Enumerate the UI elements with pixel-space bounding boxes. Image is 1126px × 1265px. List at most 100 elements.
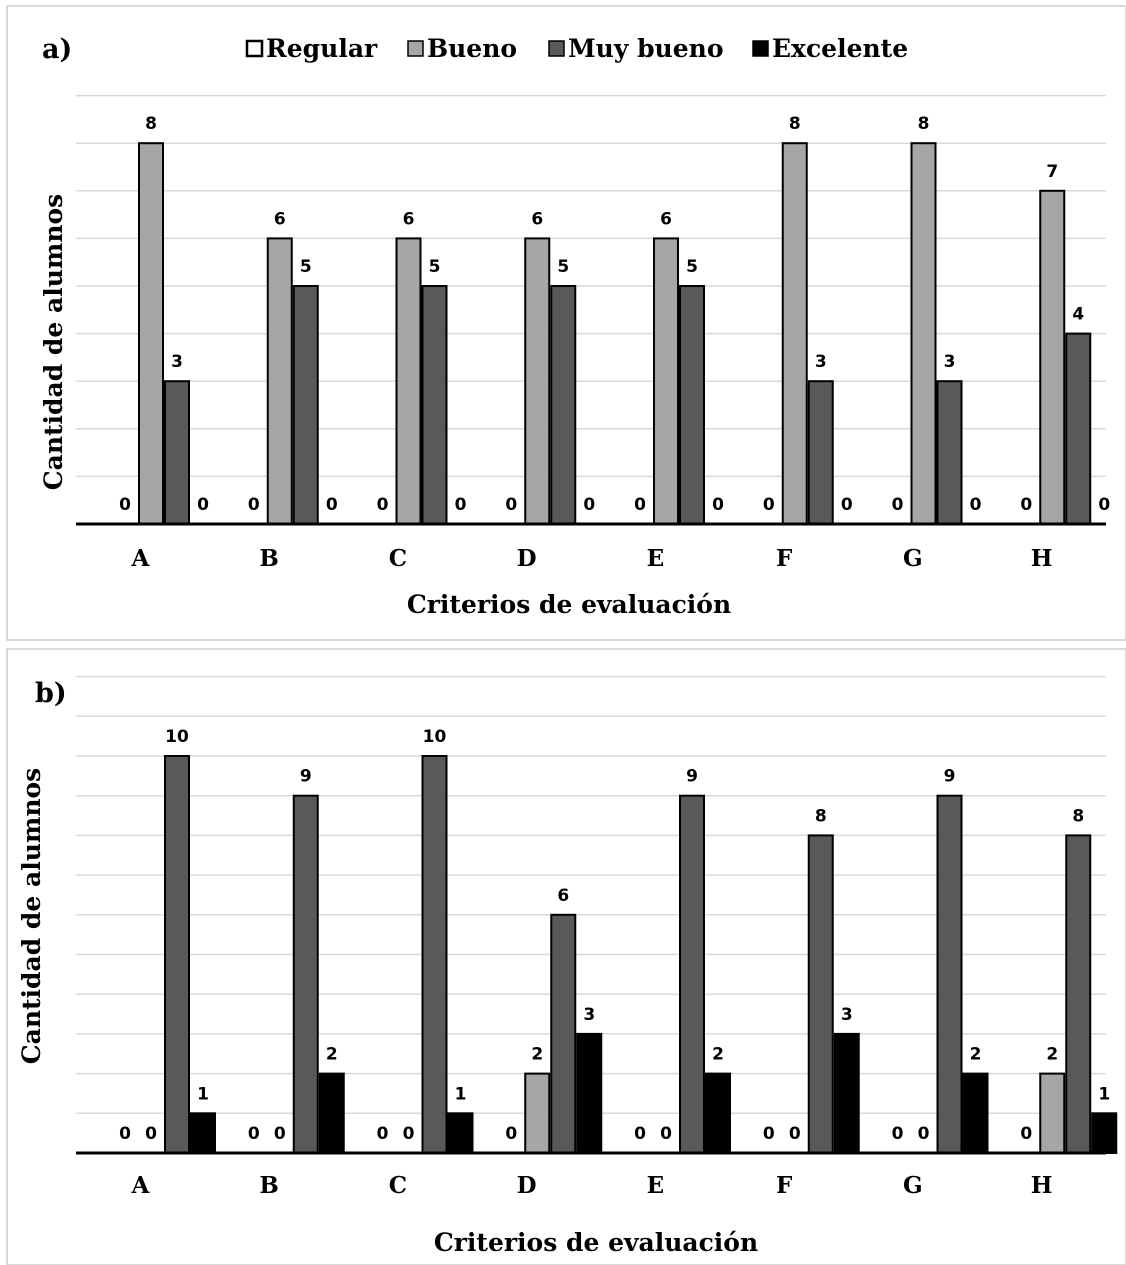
bar-muy-bueno-G [936, 380, 963, 526]
x-tick-label-B: B [259, 545, 278, 572]
data-label-bueno-C: 6 [403, 209, 415, 229]
data-label-muy-bueno-H: 8 [1072, 806, 1084, 826]
bar-excelente-B [318, 1072, 345, 1154]
data-label-bueno-F: 0 [789, 1124, 801, 1144]
data-label-excelente-B: 0 [326, 495, 338, 515]
legend-swatch-muy-bueno [548, 40, 565, 57]
legend-label-muy-bueno: Muy bueno [568, 34, 724, 63]
panel-b-y-axis-title: Cantidad de alumnos [17, 768, 46, 1065]
x-tick-label-H: H [1031, 545, 1053, 572]
data-label-regular-E: 0 [634, 495, 646, 515]
data-label-regular-B: 0 [248, 495, 260, 515]
bar-muy-bueno-E [679, 794, 705, 1154]
data-label-excelente-G: 0 [970, 495, 982, 515]
data-label-bueno-A: 0 [145, 1124, 157, 1144]
panel-a-label: a) [42, 34, 72, 65]
data-label-muy-bueno-F: 3 [815, 352, 827, 372]
data-label-excelente-A: 1 [197, 1084, 209, 1104]
data-label-excelente-D: 3 [583, 1005, 595, 1025]
bar-muy-bueno-D [550, 913, 577, 1154]
x-tick-label-H: H [1031, 1172, 1053, 1199]
x-tick-label-E: E [647, 1172, 665, 1199]
data-label-regular-H: 0 [1020, 1124, 1032, 1144]
legend-label-bueno: Bueno [427, 34, 517, 63]
bar-bueno-D [524, 1072, 551, 1154]
bar-muy-bueno-G [936, 794, 963, 1154]
bar-bueno-F [781, 142, 808, 525]
data-label-bueno-H: 2 [1046, 1045, 1058, 1065]
bar-bueno-H [1039, 1072, 1066, 1154]
bar-bueno-B [266, 237, 293, 525]
data-label-excelente-C: 1 [455, 1084, 467, 1104]
x-tick-label-B: B [259, 1172, 278, 1199]
data-label-muy-bueno-E: 5 [686, 257, 698, 277]
legend: Regular Bueno Muy bueno Excelente [245, 34, 908, 63]
bar-excelente-A [190, 1112, 216, 1155]
data-label-excelente-G: 2 [970, 1045, 982, 1065]
data-label-muy-bueno-C: 10 [423, 727, 447, 747]
data-label-muy-bueno-B: 9 [300, 767, 312, 787]
data-label-excelente-E: 0 [712, 495, 724, 515]
x-tick-label-F: F [776, 1172, 793, 1199]
data-label-excelente-C: 0 [455, 495, 467, 515]
bar-bueno-E [653, 237, 679, 525]
data-label-regular-E: 0 [634, 1124, 646, 1144]
data-label-regular-C: 0 [377, 495, 389, 515]
data-label-muy-bueno-A: 10 [165, 727, 189, 747]
bar-bueno-D [524, 237, 551, 525]
panel-b-x-axis-title: Criterios de evaluación [434, 1228, 758, 1257]
x-tick-label-A: A [130, 545, 150, 572]
data-label-regular-D: 0 [505, 495, 517, 515]
data-label-muy-bueno-D: 5 [557, 257, 569, 277]
bar-excelente-C [447, 1112, 474, 1155]
bar-bueno-G [910, 142, 937, 525]
data-label-bueno-E: 6 [660, 209, 672, 229]
data-label-muy-bueno-B: 5 [300, 257, 312, 277]
bar-muy-bueno-F [807, 834, 834, 1155]
data-label-muy-bueno-D: 6 [557, 886, 569, 906]
bar-muy-bueno-B [292, 285, 319, 525]
bar-bueno-H [1039, 189, 1066, 526]
legend-swatch-regular [245, 39, 264, 58]
x-tick-label-C: C [389, 1172, 407, 1199]
bar-bueno-C [395, 237, 422, 525]
data-label-muy-bueno-A: 3 [171, 352, 183, 372]
data-label-regular-C: 0 [377, 1124, 389, 1144]
data-label-muy-bueno-E: 9 [686, 767, 698, 787]
data-label-excelente-H: 0 [1098, 495, 1110, 515]
x-tick-label-E: E [647, 545, 665, 572]
bar-muy-bueno-F [807, 380, 834, 526]
x-tick-label-C: C [389, 545, 407, 572]
data-label-excelente-D: 0 [583, 495, 595, 515]
x-tick-label-D: D [517, 1172, 537, 1199]
data-label-muy-bueno-C: 5 [429, 257, 441, 277]
data-label-excelente-E: 2 [712, 1045, 724, 1065]
data-label-bueno-B: 0 [274, 1124, 286, 1144]
data-label-excelente-F: 3 [841, 1005, 853, 1025]
data-label-bueno-B: 6 [274, 209, 286, 229]
data-label-regular-A: 0 [119, 1124, 131, 1144]
bar-muy-bueno-E [679, 285, 705, 525]
data-label-regular-H: 0 [1020, 495, 1032, 515]
bar-muy-bueno-C [421, 285, 448, 525]
data-label-excelente-A: 0 [197, 495, 209, 515]
data-label-regular-F: 0 [763, 1124, 775, 1144]
bar-excelente-G [962, 1072, 989, 1154]
x-tick-label-F: F [776, 545, 793, 572]
bar-muy-bueno-C [421, 755, 448, 1154]
data-label-regular-B: 0 [248, 1124, 260, 1144]
data-label-regular-G: 0 [892, 495, 904, 515]
panel-a-plot: 0 8 3 0 A 0 6 5 0 B 0 6 5 0 C 0 6 5 0 D 0 6 5 0 E 0 8 3 0 F 0 8 3 0 G 0 7 4 0 H [76, 94, 1110, 572]
data-label-bueno-F: 8 [789, 114, 801, 134]
legend-swatch-bueno [407, 40, 424, 57]
bar-excelente-E [705, 1072, 731, 1154]
x-tick-label-G: G [903, 1172, 923, 1199]
data-label-muy-bueno-G: 3 [944, 352, 956, 372]
data-label-regular-F: 0 [763, 495, 775, 515]
data-label-bueno-H: 7 [1046, 162, 1058, 182]
bar-muy-bueno-H [1065, 332, 1092, 525]
data-label-excelente-H: 1 [1098, 1084, 1110, 1104]
legend-label-excelente: Excelente [772, 34, 908, 63]
